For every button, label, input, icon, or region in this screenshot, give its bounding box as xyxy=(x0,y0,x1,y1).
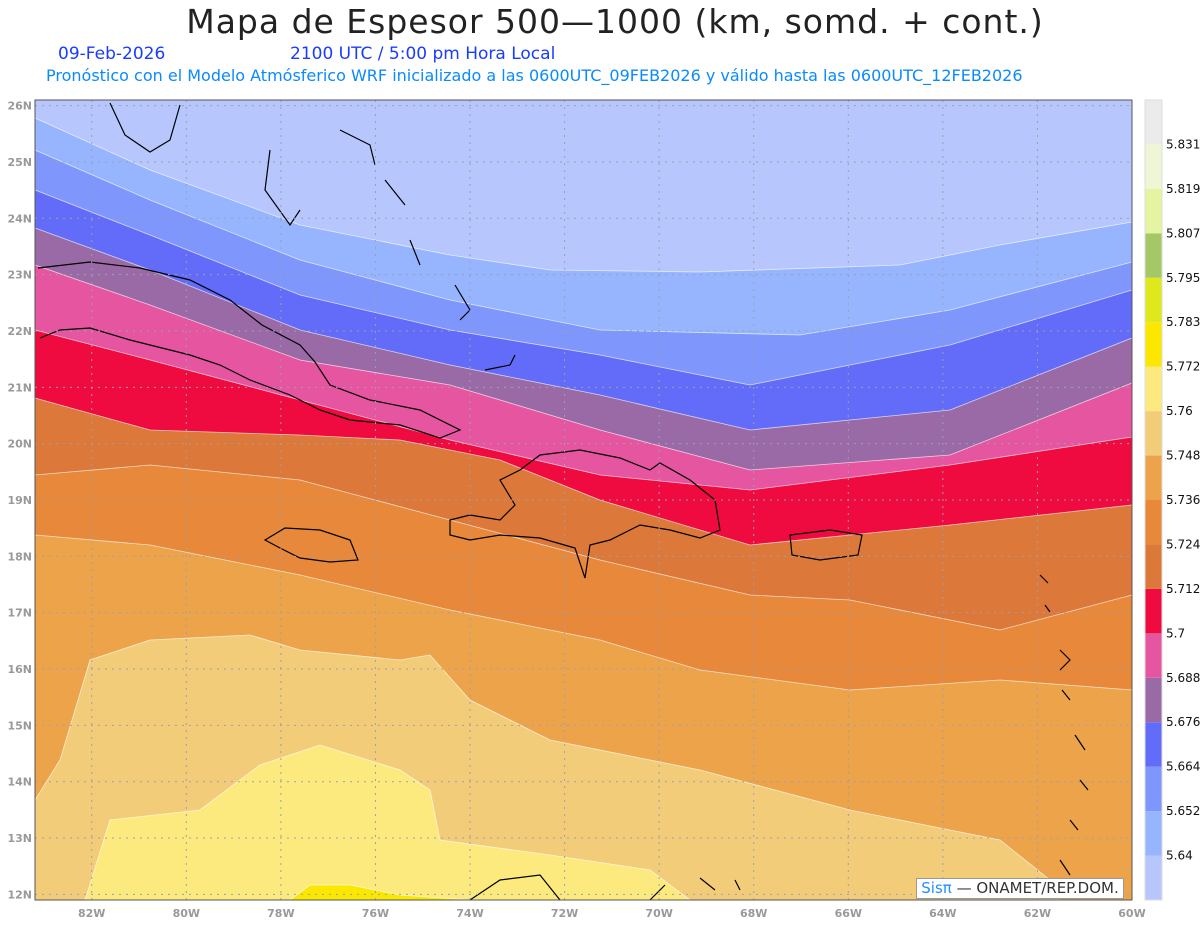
colorbar-swatch xyxy=(1145,411,1162,456)
lat-tick-label: 21N xyxy=(7,381,32,394)
lon-tick-label: 72W xyxy=(551,907,578,920)
colorbar-label: 5.831 xyxy=(1166,137,1200,151)
lon-tick-label: 64W xyxy=(929,907,956,920)
lat-tick-label: 22N xyxy=(7,325,32,338)
lon-tick-label: 60W xyxy=(1118,907,1145,920)
colorbar-label: 5.676 xyxy=(1166,715,1200,729)
colorbar-swatch xyxy=(1145,588,1162,634)
lon-tick-label: 70W xyxy=(645,907,672,920)
lon-tick-label: 62W xyxy=(1024,907,1051,920)
colorbar-swatch xyxy=(1145,188,1162,234)
colorbar-frame xyxy=(1144,99,1163,901)
model-subtitle: Pronóstico con el Modelo Atmósferico WRF… xyxy=(46,66,1023,85)
lat-tick-label: 23N xyxy=(7,269,32,282)
colorbar-swatch xyxy=(1145,722,1162,767)
colorbar-label: 5.724 xyxy=(1166,537,1200,551)
lat-tick-label: 14N xyxy=(7,776,32,789)
colorbar-label: 5.783 xyxy=(1166,315,1200,329)
colorbar-swatch xyxy=(1145,500,1162,545)
colorbar-label: 5.652 xyxy=(1166,804,1200,818)
thickness-bands xyxy=(34,100,1133,901)
colorbar-swatch xyxy=(1145,322,1162,367)
colorbar-swatch xyxy=(1145,544,1162,589)
coastlines xyxy=(37,102,1089,901)
forecast-time: 2100 UTC / 5:00 pm Hora Local xyxy=(290,44,556,64)
lon-tick-label: 68W xyxy=(740,907,767,920)
lat-tick-label: 26N xyxy=(7,100,32,113)
lat-tick-label: 18N xyxy=(7,550,32,563)
colorbar-swatch xyxy=(1145,633,1162,678)
lat-tick-label: 19N xyxy=(7,494,32,507)
coast-bahamas xyxy=(264,129,516,371)
lon-tick-label: 78W xyxy=(267,907,294,920)
colorbar-label: 5.664 xyxy=(1166,760,1200,774)
coast-south-america xyxy=(469,874,741,901)
colorbar-swatch xyxy=(1145,100,1162,145)
colorbar-label: 5.772 xyxy=(1166,360,1200,374)
credit-text: — ONAMET/REP.DOM. xyxy=(951,879,1119,897)
lon-tick-label: 76W xyxy=(362,907,389,920)
lon-tick-label: 82W xyxy=(78,907,105,920)
lat-tick-label: 13N xyxy=(7,832,32,845)
map-title: Mapa de Espesor 500—1000 (km, somd. + co… xyxy=(186,2,1044,41)
credit-box: Sisπ — ONAMET/REP.DOM. xyxy=(916,878,1124,899)
lat-tick-label: 24N xyxy=(7,212,32,225)
coast-florida xyxy=(109,102,181,153)
colorbar-swatch xyxy=(1145,144,1162,189)
colorbar: 5.64 5.652 5.664 5.676 5.688 5.7 5.712 5.724 5.7… xyxy=(1144,99,1200,901)
sispi-brand: Sisπ xyxy=(921,879,952,897)
colorbar-swatch xyxy=(1145,811,1162,856)
map-frame xyxy=(34,99,1133,901)
colorbar-label: 5.64 xyxy=(1166,849,1193,863)
colorbar-swatch xyxy=(1145,455,1162,500)
colorbar-label: 5.795 xyxy=(1166,271,1200,285)
coast-lesser-antilles xyxy=(1039,574,1089,876)
lon-tick-label: 66W xyxy=(835,907,862,920)
colorbar-swatch xyxy=(1145,366,1162,412)
colorbar-swatch xyxy=(1145,677,1162,723)
lat-lon-grid xyxy=(35,100,1133,900)
lat-tick-label: 20N xyxy=(7,438,32,451)
colorbar-label: 5.76 xyxy=(1166,404,1193,418)
forecast-date: 09-Feb-2026 xyxy=(58,44,166,64)
colorbar-label: 5.688 xyxy=(1166,671,1200,685)
band-11 xyxy=(84,744,692,901)
axis-ticks: 82W 80W 78W 76W 74W 72W 70W 68W 66W 64W 62W 60W 12N 1… xyxy=(7,100,1145,920)
lat-tick-label: 15N xyxy=(7,719,32,732)
colorbar-label: 5.807 xyxy=(1166,226,1200,240)
lat-tick-label: 12N xyxy=(7,888,32,901)
coast-jamaica xyxy=(263,527,359,563)
colorbar-label: 5.7 xyxy=(1166,626,1185,640)
colorbar-label: 5.819 xyxy=(1166,182,1200,196)
coast-hispaniola xyxy=(449,449,721,579)
lat-tick-label: 17N xyxy=(7,607,32,620)
lat-tick-label: 25N xyxy=(7,156,32,169)
coast-puerto-rico xyxy=(789,529,863,561)
colorbar-swatch xyxy=(1145,277,1162,323)
lon-tick-label: 80W xyxy=(173,907,200,920)
colorbar-swatch xyxy=(1145,766,1162,812)
colorbar-label: 5.712 xyxy=(1166,582,1200,596)
colorbar-swatch xyxy=(1145,233,1162,278)
colorbar-label: 5.748 xyxy=(1166,449,1200,463)
coast-cuba xyxy=(37,261,462,439)
lat-tick-label: 16N xyxy=(7,663,32,676)
colorbar-label: 5.736 xyxy=(1166,493,1200,507)
lon-tick-label: 74W xyxy=(456,907,483,920)
colorbar-swatch xyxy=(1145,855,1162,900)
